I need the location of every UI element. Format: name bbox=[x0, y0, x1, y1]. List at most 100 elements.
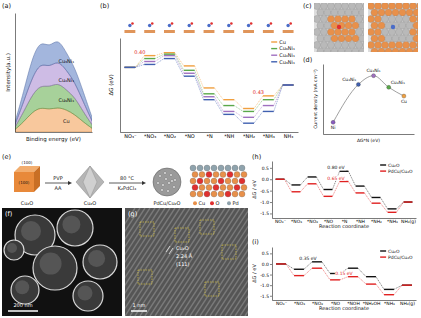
atom bbox=[378, 35, 385, 42]
atom bbox=[314, 15, 321, 22]
point-label: Ni bbox=[331, 125, 336, 130]
atom bbox=[348, 28, 355, 35]
atom bbox=[368, 3, 375, 10]
legend-swatch bbox=[271, 41, 277, 42]
energy-level bbox=[366, 276, 376, 277]
atom bbox=[338, 9, 345, 16]
atom bbox=[378, 22, 385, 29]
atom bbox=[317, 22, 324, 29]
atom-icon bbox=[289, 22, 292, 25]
x-tick: *NO₃ bbox=[291, 219, 302, 224]
lattice-atom bbox=[218, 165, 224, 171]
y-tick-mark bbox=[270, 179, 272, 180]
atom-icon bbox=[230, 22, 233, 25]
y-axis-line bbox=[15, 14, 16, 133]
particle bbox=[11, 276, 39, 304]
arrow-head bbox=[142, 181, 146, 185]
legend-label: Cu₂O bbox=[388, 249, 400, 254]
energy-level bbox=[223, 105, 234, 106]
lattice-atom bbox=[218, 178, 224, 184]
cube-front bbox=[14, 172, 34, 192]
lattice-atom bbox=[197, 178, 203, 184]
energy-level bbox=[348, 268, 358, 269]
y-tick: -1.5 bbox=[260, 211, 272, 216]
legend-swatch bbox=[380, 164, 386, 165]
energy-level bbox=[348, 276, 358, 277]
lattice-atom bbox=[232, 178, 238, 184]
connector bbox=[175, 59, 184, 77]
energy-level bbox=[204, 99, 215, 100]
energy-level bbox=[184, 65, 195, 66]
atom bbox=[409, 28, 416, 35]
atom bbox=[416, 15, 418, 22]
atom-icon bbox=[128, 24, 131, 27]
atom bbox=[388, 41, 395, 48]
atom bbox=[399, 22, 406, 29]
connector bbox=[214, 97, 223, 112]
lattice-atom bbox=[239, 191, 245, 197]
atom bbox=[402, 41, 409, 48]
y-axis bbox=[15, 14, 16, 133]
connector bbox=[135, 64, 144, 67]
energy-level bbox=[144, 61, 155, 62]
annotation: 0.80 eV bbox=[327, 165, 345, 170]
x-tick-label: *NO₃ bbox=[291, 219, 302, 224]
y-tick-mark bbox=[270, 264, 272, 265]
atom bbox=[341, 28, 348, 35]
connector bbox=[274, 85, 283, 106]
atom-icon bbox=[286, 24, 289, 27]
atom bbox=[352, 35, 359, 42]
atom bbox=[392, 35, 399, 42]
panel-label: (e) bbox=[2, 153, 11, 161]
atom bbox=[399, 35, 406, 42]
legend-label: PdCu/Cu₂O bbox=[388, 169, 413, 174]
atom bbox=[371, 22, 378, 29]
atom bbox=[338, 35, 345, 42]
connector bbox=[234, 100, 243, 109]
particle bbox=[164, 172, 167, 175]
atom bbox=[416, 28, 418, 35]
region-box bbox=[205, 282, 219, 296]
energy-level bbox=[294, 269, 304, 270]
annotation: 0.35 eV bbox=[299, 256, 317, 261]
atom bbox=[406, 48, 413, 52]
spacing-mark bbox=[166, 246, 170, 252]
y-axis: 0.50.0-0.5-1.0-1.5 bbox=[260, 248, 272, 301]
spectrum-area bbox=[15, 42, 92, 125]
annotation: 0.65 eV bbox=[327, 176, 345, 181]
facet-label: (100) bbox=[19, 180, 30, 185]
atom bbox=[406, 35, 413, 42]
region-box bbox=[138, 270, 152, 284]
atom bbox=[388, 3, 395, 10]
atom bbox=[416, 41, 418, 48]
atom bbox=[395, 41, 402, 48]
energy-level bbox=[402, 284, 412, 285]
atom-icon bbox=[247, 24, 250, 27]
scale-bar-label: 200 nm bbox=[13, 302, 32, 308]
energy-level bbox=[308, 183, 317, 184]
atom bbox=[327, 3, 334, 10]
condition-label: PVP bbox=[53, 175, 62, 181]
atom bbox=[317, 35, 324, 42]
energy-level bbox=[276, 179, 285, 180]
atom bbox=[362, 28, 364, 35]
x-tick: NH₃(g) bbox=[401, 219, 416, 224]
material-label: PdCu/Cu₂O bbox=[153, 200, 180, 206]
y-tick-label: -1.5 bbox=[260, 211, 269, 216]
particle bbox=[83, 245, 117, 279]
particle bbox=[73, 281, 103, 311]
energy-level bbox=[312, 261, 322, 262]
connector bbox=[332, 182, 339, 197]
energy-level bbox=[308, 176, 317, 177]
lattice-atom bbox=[232, 165, 238, 171]
point bbox=[372, 74, 376, 78]
atom bbox=[341, 3, 348, 10]
lattice-atom bbox=[227, 172, 233, 178]
series-label: Cu₃Ni₁ bbox=[58, 58, 74, 64]
x-tick: *NO₂ bbox=[164, 133, 176, 139]
atom bbox=[334, 3, 341, 10]
energy-level bbox=[276, 179, 285, 180]
atom bbox=[374, 28, 381, 35]
y-axis bbox=[120, 39, 121, 133]
x-axis-line bbox=[324, 134, 415, 135]
